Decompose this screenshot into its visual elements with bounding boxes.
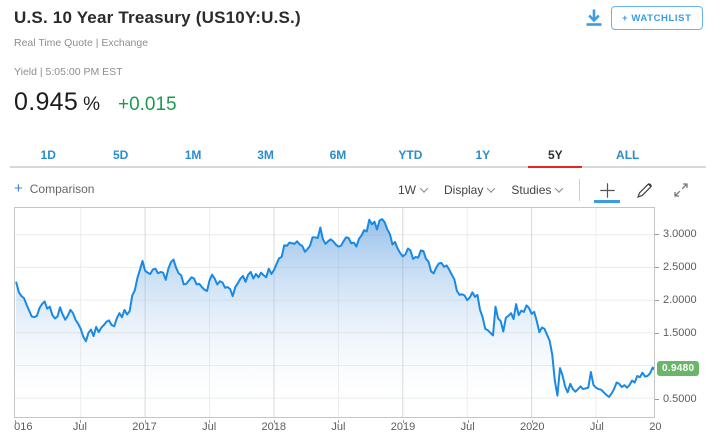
x-axis-tick	[15, 420, 17, 423]
range-tab-1d[interactable]: 1D	[40, 148, 56, 162]
toolbar-divider	[579, 179, 581, 201]
x-axis-tick	[402, 420, 404, 423]
range-tab-3m[interactable]: 3M	[257, 148, 274, 162]
x-axis-tick	[79, 420, 81, 423]
quote-meta: Yield | 5:05:00 PM EST	[14, 66, 123, 78]
y-axis-label: 2.0000	[655, 294, 697, 306]
x-axis-label: 2016	[14, 421, 33, 433]
quote-subtitle: Real Time Quote | Exchange	[14, 37, 149, 49]
tabs-underline-rule	[10, 166, 706, 168]
range-tab-1m[interactable]: 1M	[184, 148, 202, 162]
chevron-down-icon	[419, 184, 429, 193]
interval-dropdown[interactable]: 1W	[398, 183, 429, 197]
x-axis-label: Jul	[331, 421, 346, 433]
x-axis-tick	[209, 420, 211, 423]
x-axis: 2016 Jul 2017 Jul 2018 Jul 2019 Jul 2020 Jul 2021	[14, 421, 662, 437]
x-axis-tick	[338, 420, 340, 423]
range-tab-all[interactable]: ALL	[616, 148, 640, 162]
download-icon[interactable]	[584, 8, 604, 30]
range-tab-1y[interactable]: 1Y	[475, 148, 491, 162]
yield-unit: %	[83, 94, 100, 115]
x-axis-label: 2020	[519, 421, 545, 433]
chart-block: 2016Jul2017Jul2018Jul2019Jul2020Jul2021 …	[0, 207, 710, 446]
range-tab-ytd[interactable]: YTD	[398, 148, 423, 162]
interval-label: 1W	[398, 183, 416, 197]
x-axis-label: 2019	[390, 421, 416, 433]
comparison-label: Comparison	[29, 182, 95, 196]
y-axis-label: 3.0000	[655, 228, 697, 240]
plus-icon: +	[14, 180, 23, 197]
y-axis-label: 0.5000	[655, 393, 697, 405]
studies-dropdown[interactable]: Studies	[511, 183, 564, 197]
x-axis-tick	[532, 420, 534, 423]
x-axis-label: Jul	[589, 421, 604, 433]
display-label: Display	[444, 183, 484, 197]
add-watchlist-button[interactable]: + WATCHLIST	[611, 6, 703, 30]
fullscreen-icon[interactable]	[671, 179, 691, 201]
x-axis-label: Jul	[72, 421, 87, 433]
price-row: 0.945 % +0.015	[14, 88, 177, 117]
price-chart[interactable]	[14, 207, 655, 418]
range-tab-5y[interactable]: 5Y	[519, 148, 591, 168]
x-axis-label: Jul	[202, 421, 217, 433]
add-comparison-button[interactable]: + Comparison	[14, 180, 95, 197]
page-title: U.S. 10 Year Treasury (US10Y:U.S.)	[14, 8, 301, 27]
yield-value: 0.945	[14, 88, 79, 116]
x-axis-tick	[596, 420, 598, 423]
range-tabs: 1D 5D 1M 3M 6M YTD 1Y 5Y ALL	[12, 148, 664, 168]
studies-label: Studies	[511, 183, 552, 197]
last-price-badge: 0.9480	[657, 361, 700, 377]
x-axis-label: 2021	[649, 421, 662, 433]
range-tab-5d[interactable]: 5D	[112, 148, 129, 162]
display-dropdown[interactable]: Display	[444, 183, 496, 197]
range-tab-6m[interactable]: 6M	[329, 148, 347, 162]
crosshair-active-indicator	[594, 200, 621, 203]
draw-icon[interactable]	[634, 179, 654, 201]
x-axis-tick	[144, 420, 146, 423]
y-axis-label: 1.5000	[655, 327, 697, 339]
crosshair-icon[interactable]	[594, 179, 621, 203]
x-axis-tick	[467, 420, 469, 423]
y-axis-label: 2.5000	[655, 261, 697, 273]
x-axis-tick	[273, 420, 275, 423]
x-axis-label: Jul	[460, 421, 475, 433]
x-axis-label: 2017	[132, 421, 157, 433]
chart-toolbar: 1W Display Studies	[398, 177, 691, 203]
chevron-down-icon	[555, 184, 564, 193]
chevron-down-icon	[487, 184, 496, 193]
yield-change: +0.015	[117, 94, 177, 115]
x-axis-label: 2018	[261, 421, 286, 433]
